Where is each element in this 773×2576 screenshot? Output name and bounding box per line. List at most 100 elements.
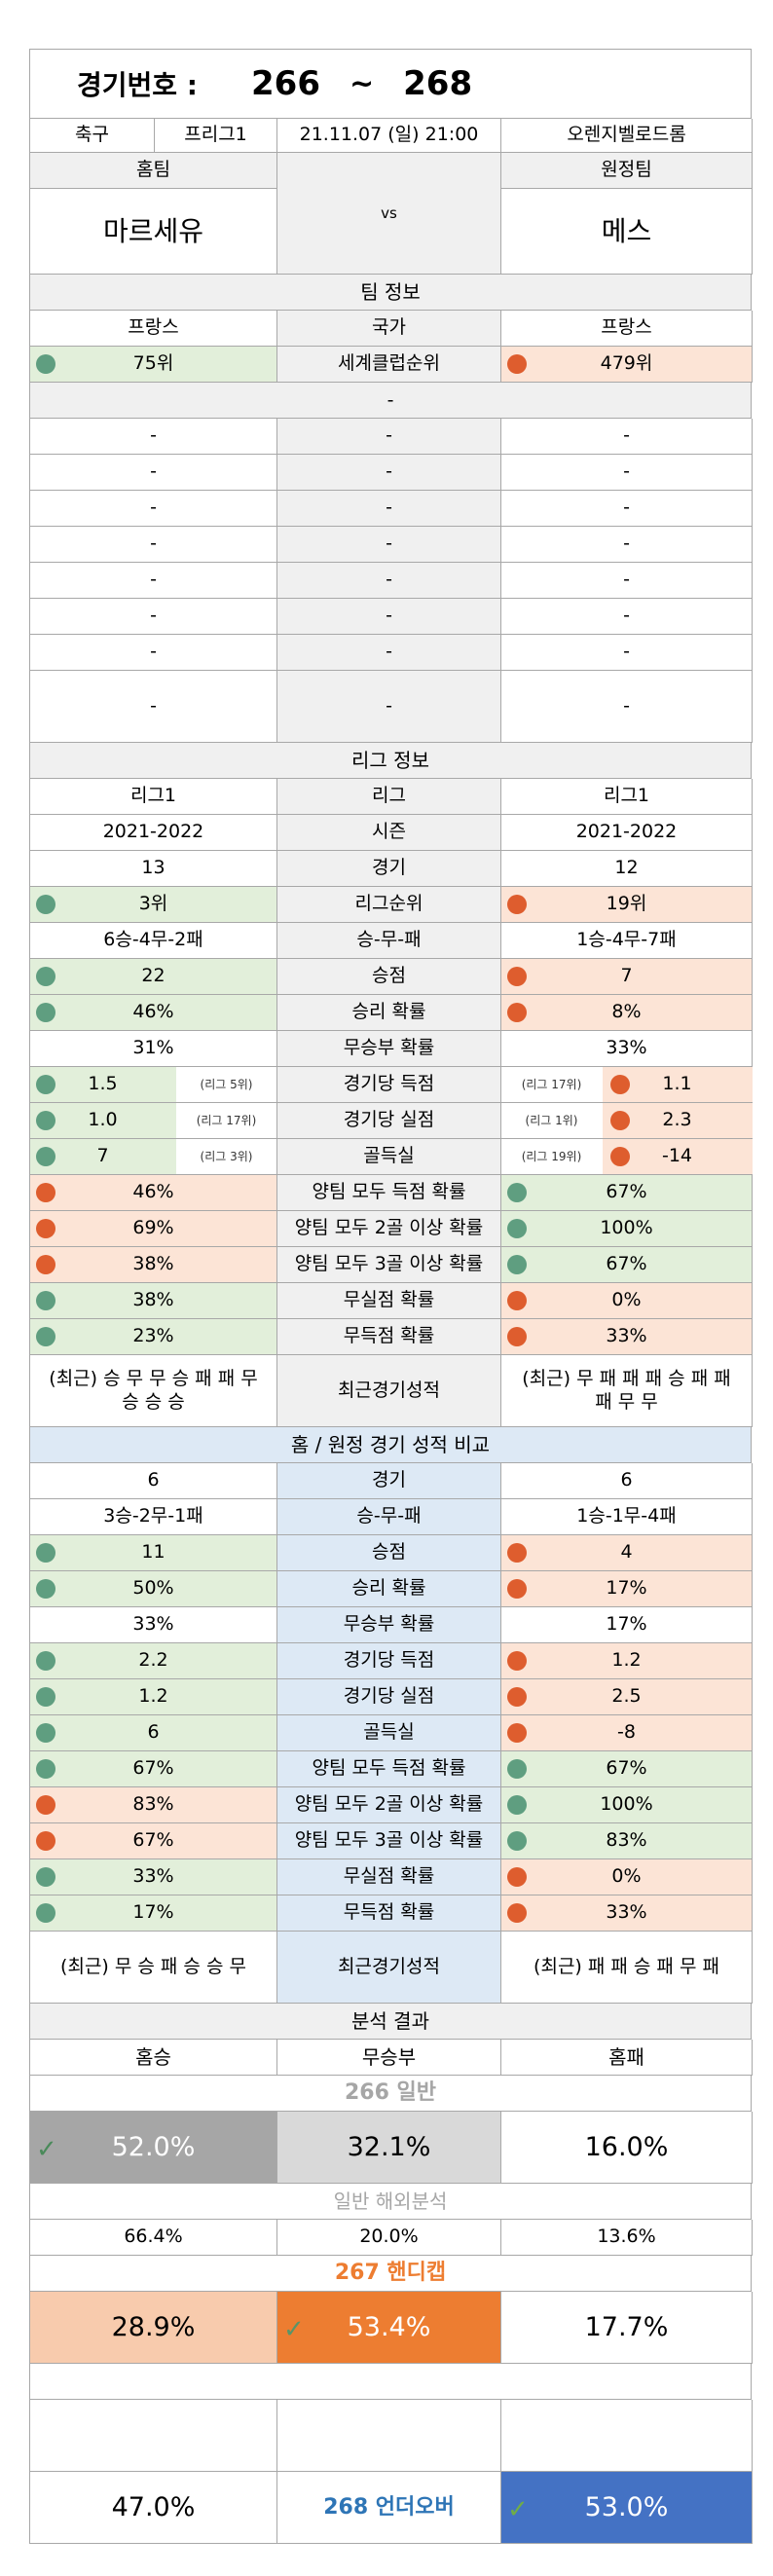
- dash-label: -: [277, 527, 501, 563]
- home-away-row: 6 경기 6: [29, 1463, 753, 1499]
- home-away-home: 6: [30, 1463, 277, 1499]
- home-away-home: 2.2: [30, 1643, 277, 1679]
- home-away-home-value: 1.2: [138, 1685, 168, 1708]
- green-dot-icon: [507, 1831, 527, 1851]
- league-rank-row: 1.5 (리그 5위) 경기당 득점 (리그 17위) 1.1: [29, 1067, 753, 1103]
- league-prob-label-value: 양팀 모두 득점 확률: [312, 1181, 466, 1203]
- head-draw: 무승부: [277, 2040, 501, 2076]
- green-dot-icon: [36, 1723, 55, 1743]
- league-away: 1승-4무-7패: [501, 923, 753, 959]
- home-away-home: 3승-2무-1패: [30, 1499, 277, 1535]
- league-label: 경기: [277, 851, 501, 887]
- league-row: 22 승점 7: [29, 959, 753, 995]
- underover-row: 47.0% 268 언더오버 ✓ 53.0%: [29, 2472, 753, 2544]
- home-away-away-value: 33%: [606, 1901, 647, 1924]
- league-prob-away: 0%: [501, 1283, 753, 1319]
- league-prob-away-value: 0%: [611, 1289, 642, 1311]
- overseas-row: 66.4% 20.0% 13.6%: [29, 2220, 753, 2256]
- league-away-value: 리그1: [603, 785, 650, 807]
- dash-away: -: [501, 635, 753, 671]
- league-away-value: 12: [614, 857, 639, 879]
- home-away-home: 83%: [30, 1787, 277, 1823]
- dash-home-value: -: [150, 460, 157, 483]
- home-away-away-value: 17%: [606, 1577, 647, 1600]
- green-dot-icon: [507, 1219, 527, 1238]
- home-away-label-value: 승리 확률: [351, 1577, 426, 1600]
- dash-label: -: [277, 563, 501, 599]
- league-home-value: 13: [141, 857, 166, 879]
- dash-away: -: [501, 671, 753, 743]
- handicap-home-win: 28.9%: [30, 2292, 277, 2364]
- dash-home: -: [30, 419, 277, 455]
- league-prob-row: 69% 양팀 모두 2골 이상 확률 100%: [29, 1211, 753, 1247]
- home-away-home-value: 33%: [132, 1613, 174, 1636]
- league-home-value: 46%: [132, 1001, 174, 1023]
- team-info-dash-rows: - - - - - - - - - - - - - - - - - - - - - - - -: [29, 419, 753, 743]
- dash-label: -: [277, 455, 501, 491]
- league-label: 승점: [277, 959, 501, 995]
- dash-label: -: [277, 491, 501, 527]
- league-rank-away-value: 2.3: [602, 1103, 753, 1138]
- green-dot-icon: [36, 1867, 55, 1887]
- match-number-tilde: ~: [349, 66, 375, 101]
- dash-label: -: [277, 599, 501, 635]
- home-away-away-value: 2.5: [611, 1685, 642, 1708]
- home-away-home: 67%: [30, 1751, 277, 1787]
- home-away-home-value: 2.2: [138, 1649, 168, 1672]
- league-prob-away: 67%: [501, 1247, 753, 1283]
- general-home-loss: 16.0%: [501, 2112, 753, 2184]
- league-prob-home-value: 38%: [132, 1253, 174, 1275]
- home-away-home-value: 50%: [132, 1577, 174, 1600]
- league-prob-row: 38% 무실점 확률 0%: [29, 1283, 753, 1319]
- league-label-value: 리그: [372, 785, 406, 807]
- overseas-home-win: 66.4%: [30, 2220, 277, 2256]
- general-home-win-value: 52.0%: [111, 2131, 196, 2162]
- home-away-recent-label: 최근경기성적: [277, 1932, 501, 2004]
- league-rank-label: 경기당 실점: [277, 1103, 501, 1139]
- home-away-label-value: 양팀 모두 득점 확률: [312, 1757, 466, 1780]
- home-away-label: 승-무-패: [277, 1499, 501, 1535]
- dash-home: -: [30, 491, 277, 527]
- home-away-away: 67%: [501, 1751, 753, 1787]
- home-away-home: 11: [30, 1535, 277, 1571]
- away-recent-form: (최근) 무 패 패 패 승 패 패 패 무 무: [501, 1355, 753, 1427]
- home-away-home: 17%: [30, 1895, 277, 1932]
- home-away-label: 무실점 확률: [277, 1859, 501, 1895]
- home-away-label-value: 무실점 확률: [343, 1865, 435, 1888]
- league-rank-home-number: 1.5: [88, 1073, 118, 1095]
- green-dot-icon: [35, 1147, 55, 1166]
- dash-away: -: [501, 491, 753, 527]
- away-world-rank: 479위: [501, 347, 753, 383]
- home-away-away: 6: [501, 1463, 753, 1499]
- over-value: ✓ 53.0%: [501, 2472, 753, 2544]
- home-away-label-value: 승점: [372, 1541, 406, 1564]
- red-dot-icon: [507, 1003, 527, 1022]
- league-rank-label-value: 경기당 득점: [343, 1073, 435, 1095]
- league-prob-label-value: 무득점 확률: [343, 1325, 435, 1347]
- home-away-away-value: 0%: [611, 1865, 642, 1888]
- match-info-row: 축구 프리그1 21.11.07 (일) 21:00 오렌지벨로드롬: [29, 119, 753, 153]
- sport: 축구: [30, 119, 155, 153]
- red-dot-icon: [507, 895, 527, 914]
- league-prob-away: 100%: [501, 1211, 753, 1247]
- green-dot-icon: [507, 1795, 527, 1815]
- home-away-label: 무득점 확률: [277, 1895, 501, 1932]
- dash-away-value: -: [623, 694, 630, 717]
- red-dot-icon: [507, 967, 527, 986]
- home-away-label-value: 승-무-패: [356, 1505, 422, 1527]
- teams-block: 홈팀 vs 원정팀 마르세유 메스: [29, 153, 753, 275]
- home-away-home: 33%: [30, 1607, 277, 1643]
- away-team-label: 원정팀: [501, 153, 753, 189]
- home-away-home: 1.2: [30, 1679, 277, 1715]
- league-rank-away-position: (리그 1위): [525, 1113, 578, 1127]
- league-prob-label: 무실점 확률: [277, 1283, 501, 1319]
- red-dot-icon: [36, 1219, 55, 1238]
- red-dot-icon: [507, 1687, 527, 1707]
- away-team-name: 메스: [501, 189, 753, 275]
- league-home: 6승-4무-2패: [30, 923, 277, 959]
- league-home: 2021-2022: [30, 815, 277, 851]
- dash-row: ---: [29, 671, 753, 743]
- league-prob-away-value: 100%: [600, 1217, 653, 1239]
- home-away-label-value: 경기당 득점: [343, 1649, 435, 1672]
- league-row: 46% 승리 확률 8%: [29, 995, 753, 1031]
